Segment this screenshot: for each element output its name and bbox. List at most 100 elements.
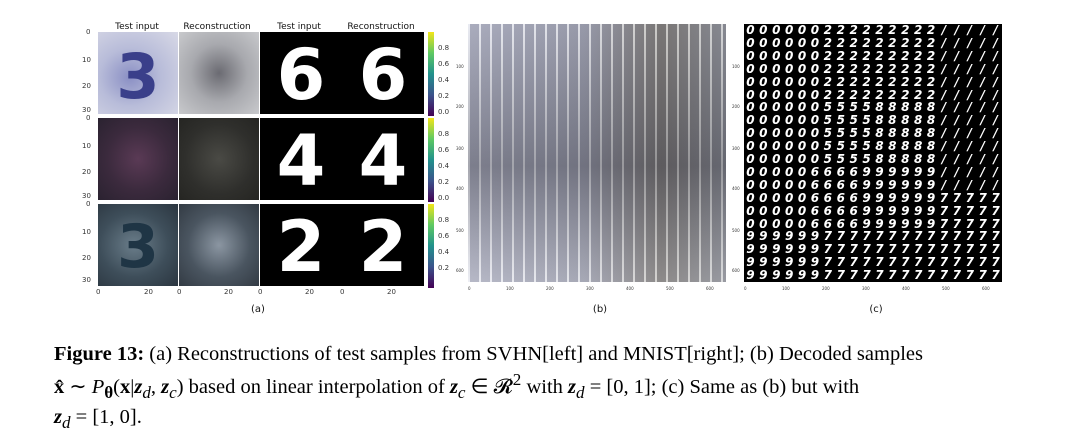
grid-digit-cell: / <box>980 49 985 63</box>
grid-digit-cell: 2 <box>862 75 871 89</box>
grid-digit-cell: 2 <box>901 49 910 63</box>
grid-digit-cell: 0 <box>784 36 794 50</box>
grid-digit-cell: 7 <box>926 243 936 257</box>
grid-digit-cell: 2 <box>823 36 833 50</box>
column-title-test-input-1: Test input <box>115 22 159 32</box>
grid-digit-cell: 7 <box>901 243 910 257</box>
y-tick-r2-0: 0 <box>86 114 91 122</box>
grid-digit-cell: 0 <box>784 114 794 128</box>
grid-digit-cell: 6 <box>849 178 858 192</box>
colorbar-1 <box>428 32 434 116</box>
grid-digit-cell: 0 <box>784 127 794 141</box>
grid-digit-cell: 8 <box>926 153 936 166</box>
grid-digit-cell: 0 <box>772 204 781 218</box>
grid-digit-cell: 0 <box>772 217 781 231</box>
grid-digit-cell: 2 <box>888 36 897 50</box>
c-y-tick-100: 100 <box>732 64 740 69</box>
grid-digit-cell: 5 <box>836 153 845 166</box>
grid-digit-cell: 2 <box>901 88 910 102</box>
grid-digit-cell: 9 <box>875 165 884 179</box>
grid-digit-cell: 7 <box>965 191 974 205</box>
grid-digit-cell: 2 <box>836 62 845 76</box>
grid-digit-cell: 9 <box>746 256 755 270</box>
grid-digit-cell: 7 <box>926 269 936 282</box>
grid-digit-cell: 9 <box>901 217 910 231</box>
grid-digit-cell: 8 <box>901 140 910 153</box>
caption-part-a: (a) Reconstructions of test samples from… <box>149 343 923 365</box>
grid-digit-cell: 2 <box>849 24 858 37</box>
grid-digit-cell: 7 <box>978 230 987 244</box>
grid-digit-cell: 9 <box>797 243 807 257</box>
grid-digit-cell: 2 <box>926 36 936 50</box>
grid-digit-cell: 8 <box>875 114 884 128</box>
grid-digit-cell: 0 <box>797 217 807 231</box>
grid-digit-cell: 6 <box>849 217 858 231</box>
cbar-tick-r2-04: 0.4 <box>438 162 450 170</box>
grid-digit-cell: / <box>954 88 960 102</box>
grid-digit-cell: 7 <box>965 269 974 282</box>
grid-digit-cell: / <box>967 127 972 141</box>
grid-digit-cell: 8 <box>875 153 884 166</box>
grid-digit-cell: 9 <box>759 230 768 244</box>
grid-digit-cell: 0 <box>810 153 820 166</box>
grid-digit-cell: 6 <box>823 178 833 192</box>
grid-digit-cell: 7 <box>862 256 871 270</box>
grid-digit-cell: / <box>954 24 960 37</box>
y-tick-r3-10: 10 <box>82 228 91 236</box>
cbar-tick-r1-06: 0.6 <box>438 60 450 68</box>
grid-digit-cell: 0 <box>772 49 781 63</box>
grid-digit-cell: 7 <box>823 230 833 244</box>
grid-digit-cell: / <box>993 165 998 179</box>
grid-digit-cell: 6 <box>810 165 820 179</box>
grid-digit-cell: 8 <box>913 140 923 153</box>
y-tick-r1-30: 30 <box>82 106 91 114</box>
grid-digit-cell: 0 <box>772 24 781 37</box>
grid-digit-cell: 9 <box>759 269 768 282</box>
grid-digit-cell: 7 <box>913 243 923 257</box>
grid-digit-cell: / <box>980 153 985 166</box>
grid-digit-cell: 6 <box>823 191 833 205</box>
grid-digit-cell: 2 <box>862 24 871 37</box>
grid-digit-cell: 9 <box>888 165 897 179</box>
y-tick-r3-20: 20 <box>82 254 91 262</box>
grid-digit-cell: 0 <box>746 114 755 128</box>
grid-digit-cell: 9 <box>862 204 871 218</box>
grid-digit-cell: 5 <box>836 114 845 128</box>
grid-digit-cell: 6 <box>836 165 845 179</box>
grid-digit-cell: / <box>980 75 985 89</box>
mnist-input-tile-1: 6 <box>260 32 342 114</box>
mnist-digit-recon-2: 4 <box>358 120 408 200</box>
mnist-recon-tile-1: 6 <box>342 32 424 114</box>
x-tick-8: 20 <box>387 288 396 296</box>
grid-digit-cell: 2 <box>926 75 936 89</box>
cbar-tick-r1-08: 0.8 <box>438 44 450 52</box>
mnist-input-tile-2: 4 <box>260 118 342 200</box>
grid-digit-cell: 2 <box>926 62 936 76</box>
grid-digit-cell: 5 <box>849 153 858 166</box>
grid-digit-cell: 0 <box>797 127 807 141</box>
grid-digit-cell: 2 <box>836 88 845 102</box>
grid-digit-cell: / <box>954 140 960 153</box>
grid-digit-cell: 0 <box>797 140 807 153</box>
grid-digit-cell: 7 <box>991 191 1000 205</box>
grid-digit-cell: 6 <box>849 191 858 205</box>
grid-digit-cell: 0 <box>797 165 807 179</box>
grid-digit-cell: 8 <box>926 127 936 141</box>
grid-digit-cell: 5 <box>823 101 833 115</box>
grid-digit-cell: 7 <box>849 230 858 244</box>
caption-xhat-formula: x̂ ∼ Pθ(x|zd, zc) <box>54 375 184 402</box>
grid-digit-cell: / <box>941 178 947 192</box>
grid-digit-cell: / <box>967 165 972 179</box>
b-x-tick-200: 200 <box>546 286 554 291</box>
grid-digit-cell: 0 <box>772 165 781 179</box>
grid-digit-cell: 5 <box>823 127 833 141</box>
grid-digit-cell: 0 <box>746 24 755 37</box>
grid-digit-cell: 9 <box>901 165 910 179</box>
grid-digit-cell: 7 <box>952 269 962 282</box>
figure-caption: Figure 13: (a) Reconstructions of test s… <box>54 342 1040 435</box>
grid-digit-cell: / <box>954 62 960 76</box>
grid-digit-cell: 6 <box>810 217 820 231</box>
panel-b-shade <box>468 24 726 282</box>
grid-digit-cell: 0 <box>784 49 794 63</box>
caption-part-b-val: = [0, 1]; (c) Same as (b) but with <box>589 375 860 398</box>
